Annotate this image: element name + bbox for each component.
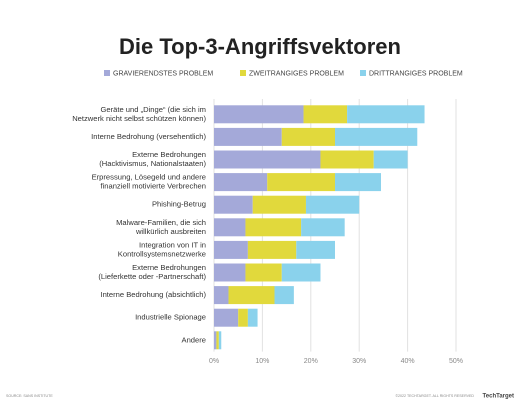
bar-segment [301, 218, 345, 237]
y-tick-label: Geräte und „Dinge“ (die sich im [100, 105, 206, 114]
source: SOURCE: SANS INSTITUTE [6, 394, 53, 398]
bar-segment [267, 173, 335, 192]
y-tick-label: Erpressung, Lösegeld und andere [92, 173, 206, 182]
bar-segment [373, 150, 408, 169]
bar-segment [214, 195, 253, 214]
logo: TechTarget [483, 394, 514, 400]
y-tick-label: (Hacktivismus, Nationalstaaten) [99, 159, 206, 168]
bar-segment [214, 240, 248, 259]
legend-label: GRAVIERENDSTES PROBLEM [113, 70, 213, 77]
bar-segment [320, 150, 374, 169]
chart-title: Die Top-3-Angriffsvektoren [119, 34, 401, 59]
y-tick-label: Externe Bedrohungen [132, 263, 206, 272]
x-tick-label: 40% [401, 358, 415, 365]
bar-segment [335, 127, 418, 146]
bar-segment [238, 308, 248, 327]
bar-segment [252, 195, 306, 214]
copyright: ©2022 TECHTARGET. ALL RIGHTS RESERVED [395, 394, 474, 398]
bar-segment [347, 105, 425, 124]
bar-segment [214, 331, 217, 350]
legend-swatch [240, 70, 246, 76]
bar-segment [214, 308, 239, 327]
y-tick-label: willkürlich ausbreiten [135, 227, 206, 236]
bar-segment [296, 240, 335, 259]
bar-segment [274, 286, 294, 305]
bar-segment [228, 286, 275, 305]
y-tick-label: Externe Bedrohungen [132, 150, 206, 159]
legend-label: DRITTRANGIGES PROBLEM [369, 70, 463, 77]
x-tick-label: 10% [255, 358, 269, 365]
x-tick-label: 0% [209, 358, 219, 365]
x-tick-label: 30% [352, 358, 366, 365]
bar-segment [218, 331, 222, 350]
y-tick-label: (Lieferkette oder -Partnerschaft) [98, 272, 206, 281]
x-tick-label: 50% [449, 358, 463, 365]
bar-segment [214, 127, 282, 146]
bar-segment [214, 218, 246, 237]
bar-segment [335, 173, 381, 192]
bar-segment [305, 195, 360, 214]
y-tick-label: Industrielle Spionage [135, 313, 206, 322]
legend-swatch [360, 70, 366, 76]
bar-segment [245, 218, 302, 237]
bar-segment [214, 263, 246, 282]
bar-segment [281, 263, 321, 282]
y-tick-label: Netzwerk nicht selbst schützen können) [72, 114, 206, 123]
y-tick-label: Integration von IT in [139, 240, 206, 249]
y-tick-label: finanziell motivierte Verbrechen [100, 182, 206, 191]
x-tick-label: 20% [304, 358, 318, 365]
y-tick-label: Interne Bedrohung (versehentlich) [91, 132, 206, 141]
y-tick-label: Interne Bedrohung (absichtlich) [100, 290, 206, 299]
bar-segment [281, 127, 335, 146]
bar-segment [214, 286, 229, 305]
bar-segment [214, 105, 304, 124]
bar-segment [214, 173, 268, 192]
y-tick-label: Phishing-Betrug [152, 200, 206, 209]
bar-segment [303, 105, 348, 124]
legend-label: ZWEITRANGIGES PROBLEM [249, 70, 344, 77]
y-tick-label: Andere [182, 335, 207, 344]
y-tick-label: Kontrollsystemsnetzwerke [118, 249, 206, 258]
legend-swatch [104, 70, 110, 76]
bar-segment [214, 150, 321, 169]
y-tick-label: Malware-Familien, die sich [116, 218, 206, 227]
bar-segment [247, 308, 258, 327]
bar-segment [216, 331, 219, 350]
bar-segment [247, 240, 297, 259]
bar-segment [245, 263, 282, 282]
